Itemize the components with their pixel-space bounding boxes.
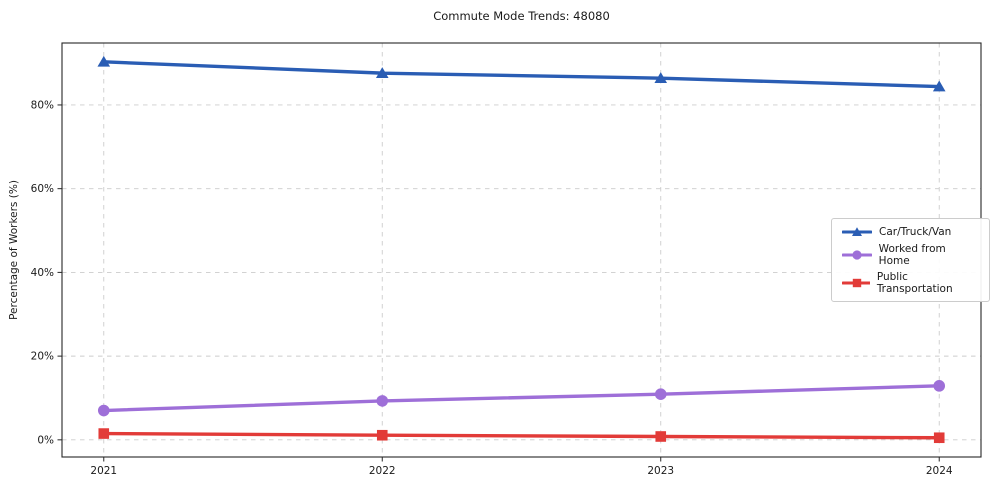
data-point-marker bbox=[654, 72, 668, 83]
data-point-marker bbox=[97, 55, 111, 67]
y-tick-label: 60% bbox=[31, 183, 54, 195]
legend-label: Public Transportation bbox=[876, 271, 953, 295]
data-point-marker bbox=[375, 67, 389, 78]
legend-label: Worked from Home bbox=[878, 243, 946, 267]
legend-item-public-transportation: Public Transportation bbox=[842, 271, 979, 295]
data-point-marker bbox=[98, 428, 110, 439]
y-tick-label: 40% bbox=[31, 267, 54, 279]
x-tick-label: 2024 bbox=[926, 465, 953, 477]
data-point-marker bbox=[376, 429, 388, 441]
legend-item-worked-from-home: Worked from Home bbox=[842, 243, 979, 267]
data-point-marker bbox=[655, 431, 667, 442]
data-point-marker bbox=[932, 80, 946, 92]
legend-square-marker-sample bbox=[842, 278, 870, 288]
legend-circle-marker-sample bbox=[842, 250, 872, 260]
legend: Car/Truck/Van Worked from Home Public Tran… bbox=[831, 218, 990, 302]
legend-item-car-truck-van: Car/Truck/Van bbox=[842, 225, 979, 239]
y-tick-label: 0% bbox=[37, 434, 54, 446]
y-tick-label: 20% bbox=[31, 351, 54, 363]
data-point-marker bbox=[933, 432, 945, 444]
series-line-worked-from-home bbox=[102, 384, 941, 413]
data-point-marker bbox=[97, 404, 110, 417]
x-tick-label: 2022 bbox=[369, 465, 396, 477]
legend-triangle-marker-sample bbox=[842, 227, 872, 236]
x-tick-label: 2021 bbox=[90, 465, 117, 477]
x-tick-label: 2023 bbox=[647, 465, 674, 477]
data-point-marker bbox=[654, 388, 667, 401]
data-point-marker bbox=[376, 395, 389, 407]
legend-label: Car/Truck/Van bbox=[879, 226, 952, 238]
y-tick-label: 80% bbox=[31, 99, 54, 111]
series-line-car-truck-van bbox=[102, 60, 941, 89]
data-point-marker bbox=[933, 380, 946, 392]
series-line-public-transportation bbox=[102, 431, 941, 440]
chart-title: Commute Mode Trends: 48080 bbox=[433, 9, 610, 23]
